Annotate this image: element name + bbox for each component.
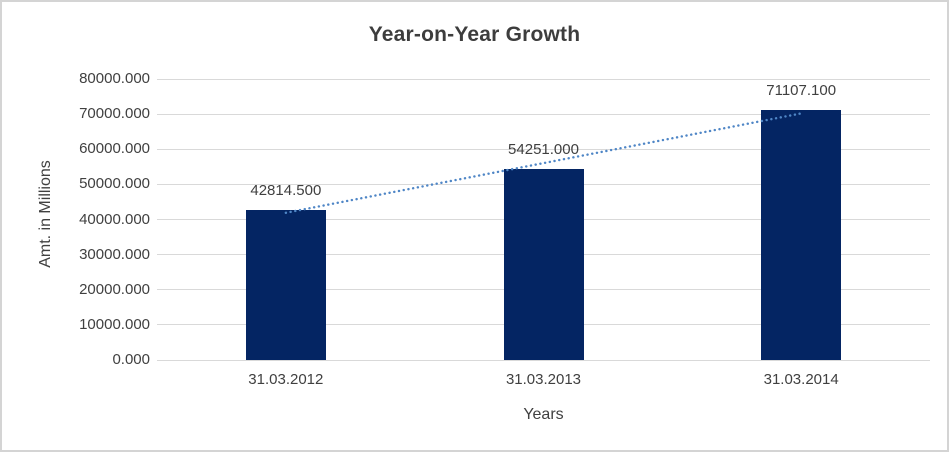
bar: [761, 110, 842, 360]
y-tick-label: 40000.000: [79, 210, 150, 228]
y-tick-label: 60000.000: [79, 140, 150, 158]
bar: [245, 209, 326, 360]
y-tick-label: 30000.000: [79, 245, 150, 263]
bar: [503, 169, 584, 360]
bar-data-label: 71107.100: [766, 82, 837, 100]
x-tick-label: 31.03.2012: [248, 371, 324, 388]
y-tick-label: 20000.000: [79, 280, 150, 298]
bar-data-label: 42814.500: [250, 181, 322, 199]
y-tick-label: 10000.000: [79, 315, 150, 333]
y-tick-label: 50000.000: [79, 175, 150, 193]
x-axis-line: [157, 359, 930, 361]
x-tick-label: 31.03.2013: [505, 371, 582, 388]
y-tick-label: 70000.000: [79, 105, 150, 123]
x-tick-label: 31.03.2014: [763, 371, 839, 388]
gridline: [157, 78, 930, 80]
chart-title: Year-on-Year Growth: [368, 23, 581, 46]
y-tick-label: 0.000: [112, 351, 150, 368]
bar-data-label: 54251.000: [508, 141, 579, 159]
x-axis-title: Years: [523, 406, 564, 423]
y-tick-label: 80000.000: [79, 70, 150, 87]
